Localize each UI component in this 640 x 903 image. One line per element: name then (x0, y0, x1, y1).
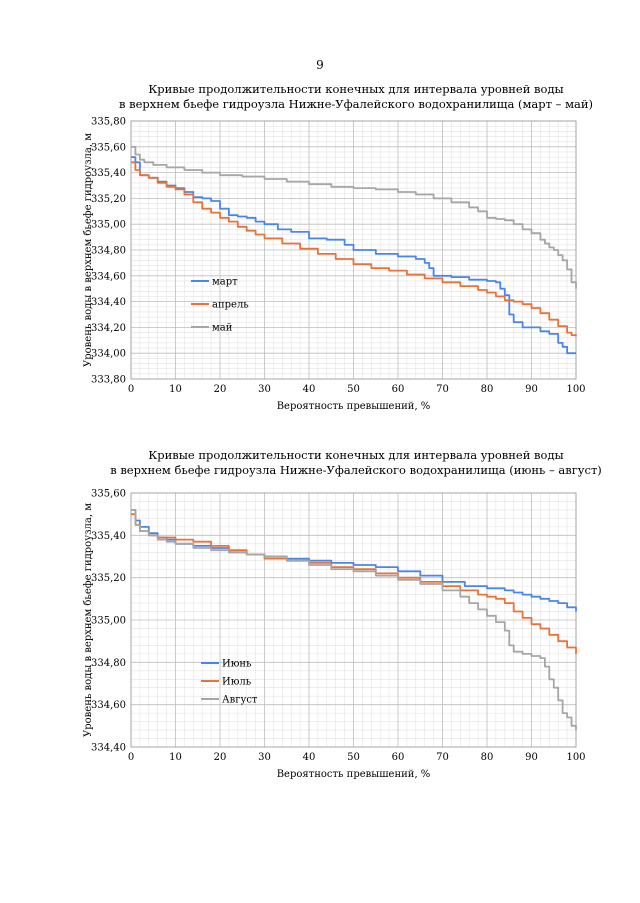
chart-2-title-line-1: Кривые продолжительности конечных для ин… (148, 448, 564, 462)
chart-1-y-tick-label: 335,20 (91, 194, 126, 205)
chart-2-legend-label-2: Июль (222, 677, 252, 688)
chart-1-x-tick-label: 50 (347, 384, 360, 395)
chart-2-y-tick-label: 334,40 (91, 743, 126, 754)
chart-1-series-line-2 (131, 161, 577, 337)
chart-2-y-tick-label: 334,60 (91, 700, 126, 711)
chart-1-x-tick-label: 90 (525, 384, 538, 395)
chart-1-legend-label-1: март (212, 277, 238, 288)
chart-1-y-tick-label: 335,60 (91, 142, 126, 153)
chart-2-y-axis-label: Уровень воды в верхнем бьефе гидроузла, … (83, 503, 94, 737)
chart-1-y-tick-label: 335,00 (91, 220, 126, 231)
chart-2-legend-label-3: Август (222, 695, 258, 706)
chart-1-y-tick-label: 334,80 (91, 246, 126, 257)
chart-2-x-tick-label: 10 (169, 752, 182, 763)
chart-2-title-line-2: в верхнем бьефе гидроузла Нижне-Уфалейск… (110, 463, 602, 477)
chart-2-y-tick-label: 335,00 (91, 616, 126, 627)
chart-1-title-line-1: Кривые продолжительности конечных для ин… (148, 82, 564, 96)
chart-1-x-tick-label: 60 (392, 384, 405, 395)
chart-1-y-axis-label: Уровень воды в верхнем бьефе гидроузла, … (83, 133, 94, 367)
chart-2-x-tick-label: 0 (128, 752, 134, 763)
chart-2-y-tick-label: 335,20 (91, 573, 126, 584)
chart-1-x-tick-label: 40 (303, 384, 316, 395)
chart-1-x-tick-label: 0 (128, 384, 134, 395)
chart-2-x-tick-label: 80 (481, 752, 494, 763)
page-number: 9 (316, 58, 324, 72)
chart-1-y-tick-label: 335,40 (91, 168, 126, 179)
chart-1-title-line-2: в верхнем бьефе гидроузла Нижне-Уфалейск… (118, 97, 594, 111)
chart-2-plot-frame (130, 492, 577, 748)
chart-1-x-tick-label: 80 (481, 384, 494, 395)
chart-1-series-line-1 (131, 156, 576, 355)
chart-2-title: Кривые продолжительности конечных для ин… (96, 448, 616, 478)
chart-2-x-tick-label: 60 (392, 752, 405, 763)
chart-2-y-tick-label: 335,60 (91, 489, 126, 500)
chart-2-series-line-2 (131, 513, 577, 654)
chart-1-x-tick-label: 10 (169, 384, 182, 395)
chart-1-series-line-3 (131, 145, 577, 289)
chart-2-x-axis-label: Вероятность превышений, % (277, 769, 431, 780)
chart-2-series-line-3 (131, 509, 577, 731)
chart-1-plot-frame (130, 120, 577, 380)
chart-2-x-tick-label: 70 (436, 752, 449, 763)
chart-2-legend-label-1: Июнь (222, 659, 252, 670)
chart-1-legend-label-2: апрель (212, 300, 249, 311)
chart-1-y-tick-label: 334,20 (91, 323, 126, 334)
chart-1-x-tick-label: 30 (258, 384, 271, 395)
chart-1-y-tick-label: 335,80 (91, 117, 126, 128)
chart-2-x-tick-label: 90 (525, 752, 538, 763)
chart-2-y-tick-label: 334,80 (91, 658, 126, 669)
chart-2-x-tick-label: 40 (303, 752, 316, 763)
chart-1-y-tick-label: 334,00 (91, 349, 126, 360)
chart-1-title: Кривые продолжительности конечных для ин… (96, 82, 616, 112)
chart-1-x-axis-label: Вероятность превышений, % (277, 401, 431, 412)
chart-2-x-tick-label: 30 (258, 752, 271, 763)
chart-2-x-tick-label: 100 (566, 752, 585, 763)
chart-1-legend-label-3: май (212, 323, 233, 334)
chart-2-y-tick-label: 335,40 (91, 531, 126, 542)
chart-1-y-tick-label: 333,80 (91, 375, 126, 386)
chart-2-x-tick-label: 20 (214, 752, 227, 763)
chart-1-x-tick-label: 20 (214, 384, 227, 395)
chart-1-x-tick-label: 70 (436, 384, 449, 395)
chart-1-x-tick-label: 100 (566, 384, 585, 395)
chart-1-y-tick-label: 334,60 (91, 271, 126, 282)
chart-2-x-tick-label: 50 (347, 752, 360, 763)
chart-1-y-tick-label: 334,40 (91, 297, 126, 308)
